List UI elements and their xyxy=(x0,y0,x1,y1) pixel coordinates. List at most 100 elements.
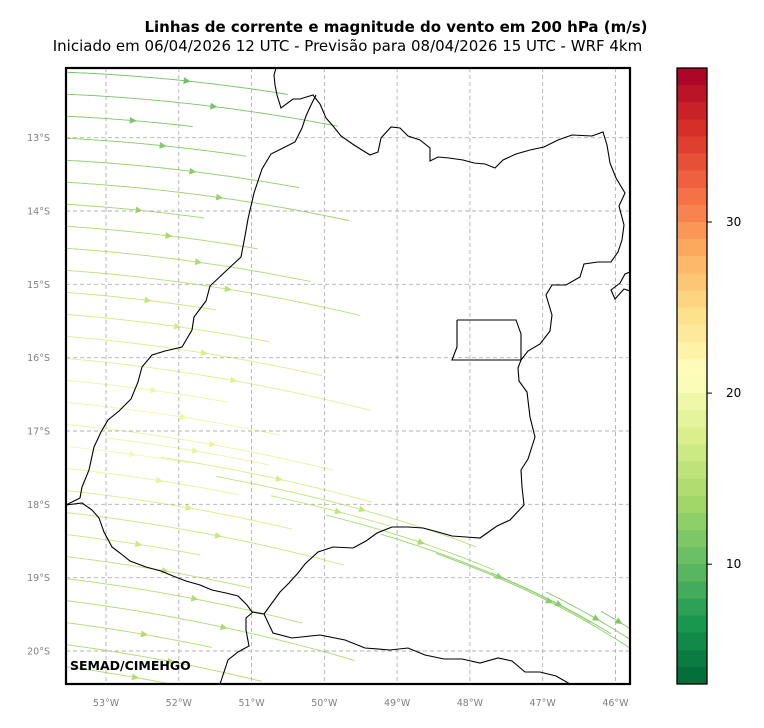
colorbar-tick-label: 30 xyxy=(726,215,741,229)
flow-arrow xyxy=(200,349,208,356)
flow-arrow xyxy=(214,531,223,539)
map-area xyxy=(66,68,630,684)
longitude-label: 48°W xyxy=(457,698,484,709)
flow-arrow xyxy=(275,475,283,482)
axis-labels: 53°W 52°W 51°W 50°W 49°W 48°W 47°W 46°W 13°S 14°S… xyxy=(27,133,629,709)
map-subtitle: Iniciado em 06/04/2026 12 UTC - Previsão… xyxy=(52,37,643,55)
streamline xyxy=(435,553,630,649)
streamline xyxy=(160,456,373,503)
streamline xyxy=(545,591,630,640)
streamline xyxy=(66,269,361,316)
streamline xyxy=(61,50,234,64)
flow-arrow xyxy=(165,232,173,239)
streamline xyxy=(66,534,201,556)
longitude-label: 50°W xyxy=(311,698,338,709)
longitude-label: 46°W xyxy=(602,698,629,709)
flow-arrow xyxy=(417,538,425,545)
credit-label: SEMAD/CIMEHGO xyxy=(70,658,191,673)
flow-arrow xyxy=(614,617,623,624)
flow-arrow xyxy=(544,597,553,604)
streamline xyxy=(66,335,322,377)
flow-arrow xyxy=(554,600,563,607)
streamline xyxy=(66,291,216,311)
flow-arrow xyxy=(224,285,232,293)
streamline xyxy=(66,357,372,412)
colorbar: 10 20 30 xyxy=(676,67,741,685)
streamline xyxy=(66,402,281,436)
flow-arrow xyxy=(154,52,162,59)
ms-goias-border xyxy=(219,611,254,684)
flow-arrow xyxy=(229,376,238,384)
streamline xyxy=(66,115,193,127)
flow-arrow xyxy=(194,258,203,266)
flow-arrow xyxy=(210,102,218,110)
streamline xyxy=(66,490,292,530)
streamline xyxy=(325,514,495,571)
latitude-label: 17°S xyxy=(27,427,50,438)
flow-arrow xyxy=(179,413,187,421)
gridlines xyxy=(66,68,630,684)
longitude-label: 49°W xyxy=(384,698,411,709)
longitude-label: 51°W xyxy=(238,698,265,709)
streamline xyxy=(66,622,212,648)
streamline xyxy=(66,379,228,403)
flow-arrow xyxy=(61,685,69,693)
streamline xyxy=(66,137,247,157)
flow-arrow xyxy=(215,193,224,201)
flow-arrow xyxy=(167,657,175,665)
colorbar-ticks: 10 20 30 xyxy=(707,215,741,571)
streamline xyxy=(66,159,300,189)
flow-arrow xyxy=(159,142,167,149)
flow-arrow xyxy=(334,507,342,515)
streamline xyxy=(66,424,334,471)
latitude-label: 13°S xyxy=(27,133,50,144)
flow-arrow xyxy=(592,614,600,621)
streamline xyxy=(66,446,189,464)
streamline xyxy=(66,71,288,95)
colorbar-tick-label: 20 xyxy=(726,386,741,400)
streamline xyxy=(66,468,239,496)
streamline xyxy=(66,93,338,127)
latitude-label: 20°S xyxy=(27,647,50,658)
flow-arrow xyxy=(190,594,199,602)
streamline xyxy=(66,247,311,282)
flow-arrow xyxy=(140,630,149,638)
flow-arrow xyxy=(129,450,137,458)
streamline xyxy=(66,512,344,566)
latitude-label: 15°S xyxy=(27,280,50,291)
goias-border xyxy=(66,68,626,615)
flow-arrow xyxy=(185,504,193,511)
state-boundaries xyxy=(66,68,630,684)
latitude-label: 19°S xyxy=(27,573,50,584)
streamline xyxy=(215,476,477,548)
colorbar-bar xyxy=(677,68,707,684)
map-title: Linhas de corrente e magnitude do vento … xyxy=(144,18,648,36)
flow-arrow xyxy=(220,623,228,631)
minas-gerais-border xyxy=(610,271,630,300)
minas-south-border xyxy=(263,613,571,684)
flow-arrow xyxy=(209,440,217,448)
colorbar-frame xyxy=(676,67,708,685)
flow-arrow xyxy=(189,167,197,175)
longitude-label: 52°W xyxy=(166,698,193,709)
flow-arrow xyxy=(173,322,182,330)
flow-arrow xyxy=(149,386,158,394)
flow-arrow xyxy=(129,116,137,124)
latitude-label: 18°S xyxy=(27,500,50,511)
flow-arrow xyxy=(124,28,131,35)
flow-arrow xyxy=(155,476,164,484)
streamlines xyxy=(61,28,630,693)
map-frame xyxy=(64,66,632,686)
streamline xyxy=(66,666,174,684)
latitude-label: 14°S xyxy=(27,207,50,218)
flow-arrow xyxy=(131,673,140,681)
longitude-label: 53°W xyxy=(93,698,120,709)
flow-arrow xyxy=(135,206,143,214)
streamline xyxy=(66,203,205,219)
streamline xyxy=(66,644,262,682)
streamline xyxy=(61,28,181,36)
flow-arrow xyxy=(191,447,200,454)
streamline xyxy=(490,572,612,635)
latitude-label: 16°S xyxy=(27,353,50,364)
